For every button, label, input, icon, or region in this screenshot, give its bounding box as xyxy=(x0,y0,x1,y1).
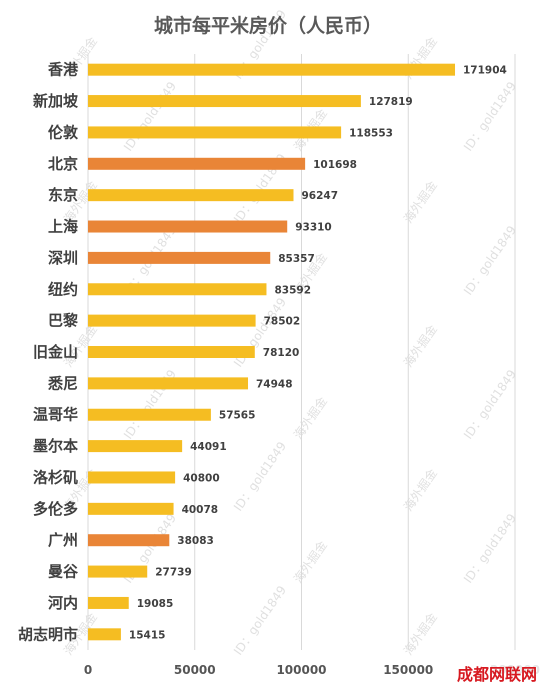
value-label: 85357 xyxy=(278,253,315,265)
watermark-text: ID：gold1849 xyxy=(461,223,519,298)
watermark-text: 海外掘金 xyxy=(400,322,440,370)
watermark-text: 海外掘金 xyxy=(400,466,440,514)
category-label: 新加坡 xyxy=(33,92,78,110)
x-tick-label: 150000 xyxy=(383,663,433,677)
value-label: 78120 xyxy=(263,347,300,359)
bar xyxy=(88,628,121,641)
value-label: 93310 xyxy=(295,222,332,234)
value-label: 171904 xyxy=(463,65,507,77)
x-tick-label: 0 xyxy=(84,663,92,677)
category-label: 多伦多 xyxy=(33,500,78,518)
category-label: 悉尼 xyxy=(47,374,78,392)
watermark-text: 海外掘金 xyxy=(290,538,330,586)
value-label: 101698 xyxy=(313,159,357,171)
value-label: 15415 xyxy=(129,629,166,641)
watermark-text: 海外掘金 xyxy=(400,178,440,226)
category-label: 胡志明市 xyxy=(18,625,78,643)
chart-title: 城市每平米房价（人民币） xyxy=(154,14,382,37)
watermark-text: ID：gold1849 xyxy=(231,583,289,658)
watermark-text: 海外掘金 xyxy=(400,610,440,658)
watermark-text: ID：gold1849 xyxy=(231,439,289,514)
category-labels: 香港新加坡伦敦北京东京上海深圳纽约巴黎旧金山悉尼温哥华墨尔本洛杉矶多伦多广州曼谷… xyxy=(18,61,79,644)
category-label: 北京 xyxy=(48,155,78,173)
category-label: 上海 xyxy=(48,218,78,236)
bar xyxy=(88,408,211,421)
bar xyxy=(88,377,249,390)
watermark-text: ID：gold1849 xyxy=(121,79,179,154)
value-label: 44091 xyxy=(190,441,227,453)
bar xyxy=(88,189,294,202)
category-label: 旧金山 xyxy=(33,343,78,361)
value-label: 127819 xyxy=(369,96,413,108)
value-label: 78502 xyxy=(264,316,301,328)
bars-layer xyxy=(88,63,456,641)
value-label: 27739 xyxy=(155,567,192,579)
category-label: 河内 xyxy=(48,594,78,612)
category-label: 深圳 xyxy=(48,249,78,267)
bar xyxy=(88,220,288,233)
bar xyxy=(88,440,183,453)
bar xyxy=(88,251,271,264)
category-label: 温哥华 xyxy=(33,406,78,424)
value-label: 96247 xyxy=(301,190,338,202)
value-label: 74948 xyxy=(256,378,293,390)
value-label: 40800 xyxy=(183,472,220,484)
watermark-logo: 成都网联网 xyxy=(452,660,541,686)
bar xyxy=(88,314,256,327)
category-label: 香港 xyxy=(48,61,79,79)
category-label: 广州 xyxy=(48,531,78,549)
value-label: 40078 xyxy=(182,504,219,516)
bar xyxy=(88,63,456,76)
category-label: 墨尔本 xyxy=(33,437,78,455)
category-label: 洛杉矶 xyxy=(33,468,78,486)
watermark-text: 海外掘金 xyxy=(290,394,330,442)
bar xyxy=(88,95,361,108)
value-label: 83592 xyxy=(274,284,311,296)
bar xyxy=(88,346,255,358)
value-label: 118553 xyxy=(349,127,393,139)
watermark-text: ID：gold1849 xyxy=(461,79,519,154)
watermark-text: ID：gold1849 xyxy=(461,511,519,586)
category-label: 曼谷 xyxy=(48,563,79,581)
value-label: 57565 xyxy=(219,410,256,422)
bar xyxy=(88,126,342,139)
category-label: 伦敦 xyxy=(48,123,79,141)
bar xyxy=(88,283,267,296)
category-label: 纽约 xyxy=(48,280,78,298)
category-label: 巴黎 xyxy=(48,312,78,330)
bar xyxy=(88,565,148,578)
category-label: 东京 xyxy=(48,186,78,204)
bar xyxy=(88,596,129,609)
watermark-text: ID：gold1849 xyxy=(461,367,519,442)
bar xyxy=(88,471,176,484)
bar xyxy=(88,157,306,170)
value-labels: 171904 127819 118553 101698 96247 93310 85357 8… xyxy=(129,65,507,642)
bar xyxy=(88,502,174,515)
x-tick-label: 100000 xyxy=(276,663,326,677)
bar xyxy=(88,534,170,547)
x-tick-label: 50000 xyxy=(174,663,216,677)
value-label: 19085 xyxy=(137,598,174,610)
value-label: 38083 xyxy=(177,535,214,547)
